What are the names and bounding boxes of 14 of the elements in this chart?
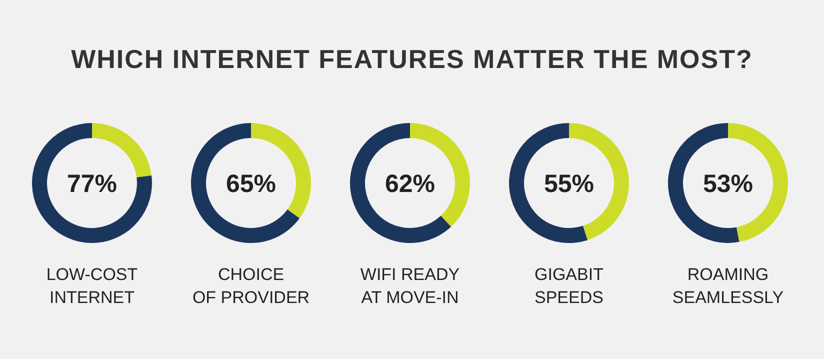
data-label: 77% bbox=[66, 170, 118, 198]
data-label: 62% bbox=[384, 170, 436, 198]
donut-slice bbox=[32, 123, 152, 243]
text: GIGABIT SPEEDS bbox=[534, 265, 604, 307]
text: WHICH INTERNET FEATURES MATTER THE MOST? bbox=[71, 44, 753, 74]
donut-slice bbox=[191, 123, 300, 243]
text: LOW-COST INTERNET bbox=[46, 265, 138, 307]
data-label: 55% bbox=[544, 170, 594, 198]
data-label: 65% bbox=[226, 170, 276, 198]
data-label: 53% bbox=[702, 170, 754, 198]
text: CHOICE OF PROVIDER bbox=[192, 265, 310, 307]
text: ROAMING SEAMLESSLY bbox=[672, 265, 784, 307]
text: WIFI READY AT MOVE-IN bbox=[360, 265, 460, 307]
donut-slice bbox=[350, 123, 452, 243]
